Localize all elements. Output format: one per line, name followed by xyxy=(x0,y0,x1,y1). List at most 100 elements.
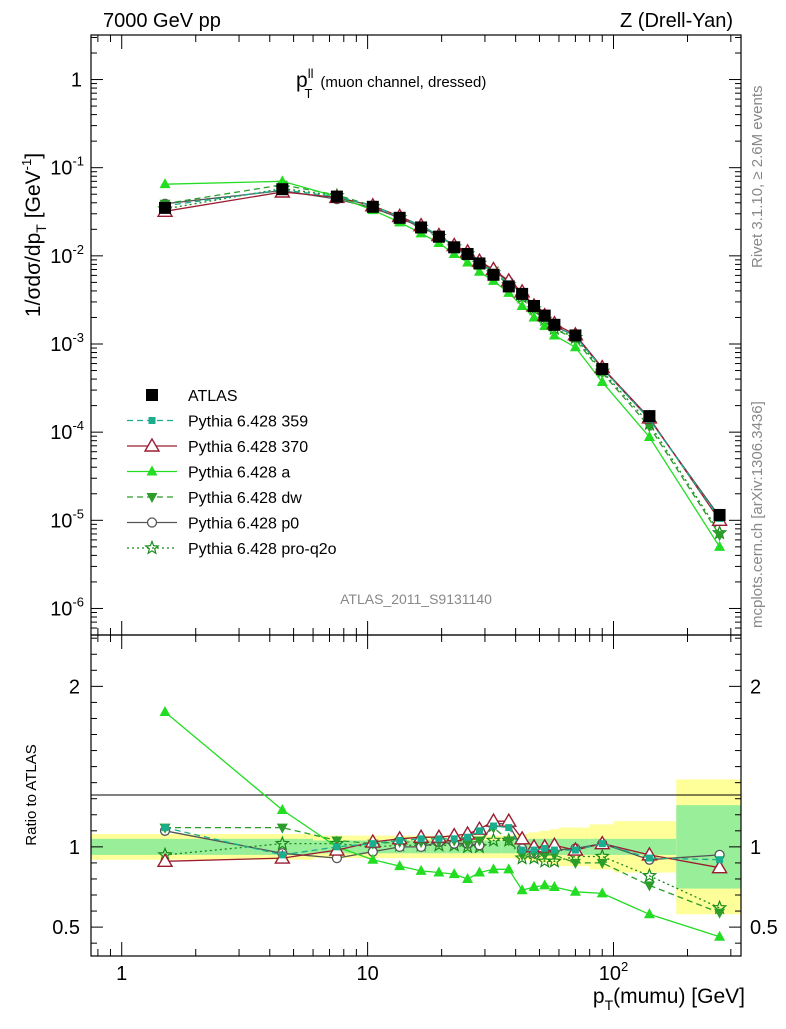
header-right: Z (Drell-Yan) xyxy=(620,10,733,32)
data-point xyxy=(548,318,561,331)
data-point xyxy=(643,422,655,433)
data-point xyxy=(330,190,343,203)
x-tick-label: 10 xyxy=(356,963,378,985)
ratio-data-point xyxy=(503,836,515,847)
ratio-data-point xyxy=(489,822,497,830)
ratio-data-point xyxy=(487,863,499,874)
data-point xyxy=(462,256,474,267)
ratio-data-point xyxy=(569,858,581,869)
legend-label: Pythia 6.428 370 xyxy=(188,439,308,456)
y-tick-label: 1 xyxy=(71,70,82,92)
rivet-version-label: Rivet 3.1.10, ≥ 2.6M events xyxy=(749,86,766,269)
ratio-data-point xyxy=(462,872,474,883)
stat-uncertainty-band xyxy=(484,840,502,854)
legend-label: Pythia 6.428 dw xyxy=(188,490,302,507)
data-point xyxy=(596,376,608,387)
data-point xyxy=(276,175,288,186)
ratio-y-tick-label-right: 1 xyxy=(750,837,761,859)
ratio-data-point xyxy=(714,908,726,919)
ratio-data-point xyxy=(156,852,174,868)
ratio-data-point xyxy=(598,840,606,848)
ratio-y-tick-label-right: 0.5 xyxy=(750,917,778,939)
ratio-data-point xyxy=(485,832,502,848)
ratio-data-point xyxy=(464,833,472,841)
ratio-data-point xyxy=(396,836,404,844)
data-point xyxy=(159,201,172,214)
mcplots-label: mcplots.cern.ch [arXiv:1306.3436] xyxy=(749,401,766,628)
ratio-data-point xyxy=(276,803,288,814)
header-left: 7000 GeV pp xyxy=(103,10,221,32)
ratio-data-point xyxy=(462,839,474,850)
legend-label: Pythia 6.428 a xyxy=(188,465,290,482)
ratio-data-point xyxy=(505,824,513,832)
legend-entry: Pythia 6.428 370 xyxy=(127,437,308,456)
data-point xyxy=(548,329,560,340)
main-plot-area: 10-6 10-5 10-4 10-3 10-2 10-1 1 xyxy=(50,34,742,636)
data-point xyxy=(487,268,500,281)
stat-uncertainty-band xyxy=(613,838,677,855)
legend-label: ATLAS xyxy=(188,388,238,405)
main-title: pll T(muon channel, dressed) xyxy=(296,66,486,101)
ratio-y-tick-label: 1 xyxy=(69,837,80,859)
legend-marker xyxy=(143,437,161,452)
ratio-data-point xyxy=(711,859,728,874)
ratio-data-point xyxy=(539,879,551,890)
ratio-data-point xyxy=(394,860,406,871)
legend-entry: Pythia 6.428 a xyxy=(127,465,290,482)
ratio-x-ticks: 1 10 102 xyxy=(97,635,732,985)
y-tick-label: 10-4 xyxy=(50,418,84,444)
data-point xyxy=(432,230,445,243)
x-tick-label: 102 xyxy=(599,959,628,985)
legend-label: Pythia 6.428 pro-q2o xyxy=(188,541,337,558)
ratio-data-point xyxy=(274,835,291,851)
ratio-data-point xyxy=(448,868,460,879)
data-point xyxy=(643,431,655,442)
legend-marker xyxy=(148,417,156,424)
ratio-data-point xyxy=(530,846,538,854)
data-point xyxy=(538,309,551,322)
data-point xyxy=(516,299,528,310)
data-point xyxy=(415,221,428,234)
data-point xyxy=(713,508,726,521)
data-point xyxy=(159,178,171,189)
ratio-data-point xyxy=(473,866,485,877)
y-tick-label: 10-1 xyxy=(50,154,84,180)
ratio-data-point xyxy=(503,863,515,874)
data-point xyxy=(473,257,486,270)
legend-entry: Pythia 6.428 p0 xyxy=(127,516,299,533)
ratio-data-point xyxy=(276,823,288,834)
data-point xyxy=(448,241,461,254)
ratio-data-point xyxy=(161,824,169,832)
y-tick-label: 10-3 xyxy=(50,330,84,356)
ratio-data-point xyxy=(569,885,581,896)
legend-marker xyxy=(144,539,160,555)
legend-entry: Pythia 6.428 pro-q2o xyxy=(127,539,337,558)
ratio-data-point xyxy=(450,835,458,843)
legend-marker xyxy=(146,493,158,503)
ratio-data-point xyxy=(643,908,655,919)
ratio-series-line xyxy=(164,711,720,938)
legend-marker xyxy=(146,517,158,528)
main-x-ticks xyxy=(97,35,732,635)
data-point xyxy=(366,200,379,213)
data-point xyxy=(473,265,485,276)
ratio-data-point xyxy=(571,846,579,854)
x-axis-label: pT(mumu) [GeV] xyxy=(593,985,745,1013)
ratio-data-point xyxy=(596,887,608,898)
ratio-data-point xyxy=(643,881,655,892)
legend-marker xyxy=(146,389,158,401)
ratio-series-pythia-6.428-359 xyxy=(161,822,724,864)
legend-entry: ATLAS xyxy=(146,388,238,405)
ratio-plot-area: 0.5 0.5 1 1 2 2 1 10 102 xyxy=(52,634,778,985)
analysis-watermark: ATLAS_2011_S9131140 xyxy=(340,591,492,607)
legend-marker xyxy=(146,465,158,476)
ratio-data-point xyxy=(516,884,528,895)
data-point xyxy=(516,287,529,300)
data-point xyxy=(502,280,515,293)
legend-entry: Pythia 6.428 dw xyxy=(127,490,302,507)
data-point xyxy=(714,531,726,542)
data-point xyxy=(596,363,609,376)
ratio-data-point xyxy=(473,836,485,847)
